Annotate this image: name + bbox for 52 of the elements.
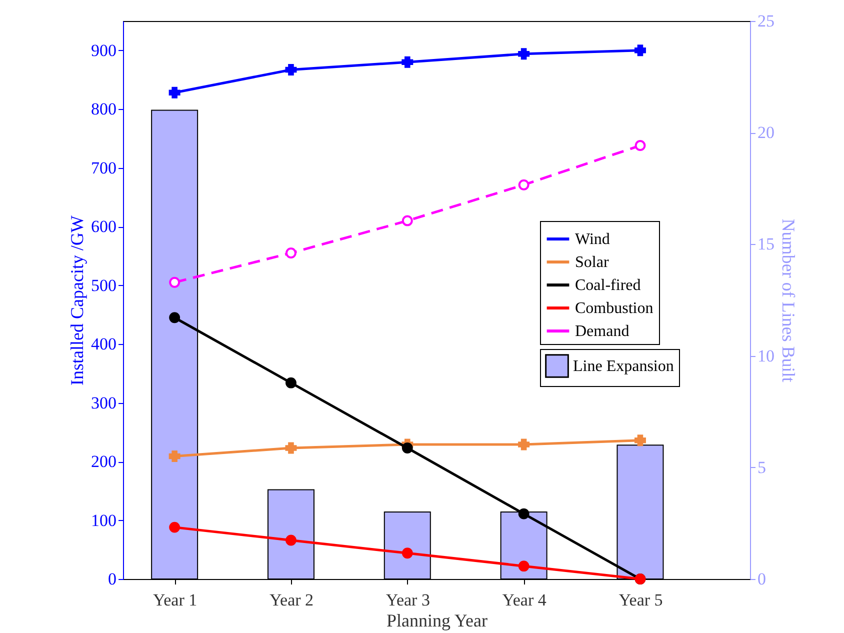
point (402, 215, 413, 226)
y-tick-label: 300 (91, 393, 116, 412)
x-tick-label: Year 3 (386, 590, 430, 610)
y2-tick-label: 10 (758, 346, 774, 366)
point (169, 522, 180, 533)
point (634, 140, 646, 151)
y-tick-label: 400 (91, 334, 116, 354)
x-tick-label: Year 5 (618, 590, 663, 610)
point (286, 534, 296, 546)
y2-tick-label: 25 (758, 12, 774, 30)
point (634, 434, 646, 446)
y2-tick-label: 0 (758, 570, 766, 588)
x-tick-label: Year 2 (269, 590, 314, 610)
point (286, 248, 296, 258)
point (518, 560, 530, 572)
point (634, 44, 646, 56)
point (168, 450, 180, 462)
x-tick-label: Year 4 (502, 590, 547, 610)
y2-tick-label: 15 (758, 234, 774, 254)
legend-label: Demand (575, 323, 630, 340)
y-axis-title: Installed Capacity /GW (67, 216, 87, 386)
y-tick-label: 100 (91, 510, 116, 530)
point (286, 377, 296, 388)
point (285, 64, 297, 76)
point (402, 548, 413, 559)
legend-label: Wind (575, 231, 610, 248)
point (518, 48, 530, 60)
point (169, 276, 180, 288)
point (169, 312, 180, 324)
point (168, 86, 180, 98)
point (285, 442, 297, 454)
y2-tick-label: 5 (758, 458, 766, 477)
y-tick-label: 800 (91, 100, 116, 119)
y2-axis-title: Number of Lines Built (778, 218, 798, 382)
x-axis-title: Planning Year (386, 610, 488, 630)
legend-label: Line Expansion (573, 358, 674, 375)
y-tick-label: 0 (108, 570, 116, 588)
point (402, 442, 413, 454)
x-tick-label: Year 1 (153, 590, 198, 610)
y-tick-label: 600 (91, 217, 116, 236)
y2-tick-label: 20 (758, 123, 774, 142)
y-tick-label: 700 (91, 158, 116, 178)
legend-label: Combustion (575, 300, 654, 317)
legend-label: Solar (575, 254, 610, 271)
point (518, 438, 530, 450)
y-tick-label: 200 (91, 452, 116, 472)
y-tick-label: 500 (91, 276, 116, 295)
y-tick-label: 900 (91, 40, 116, 60)
point (518, 179, 530, 190)
point (518, 508, 530, 520)
legend-label: Coal-fired (575, 277, 641, 294)
point (402, 56, 414, 68)
